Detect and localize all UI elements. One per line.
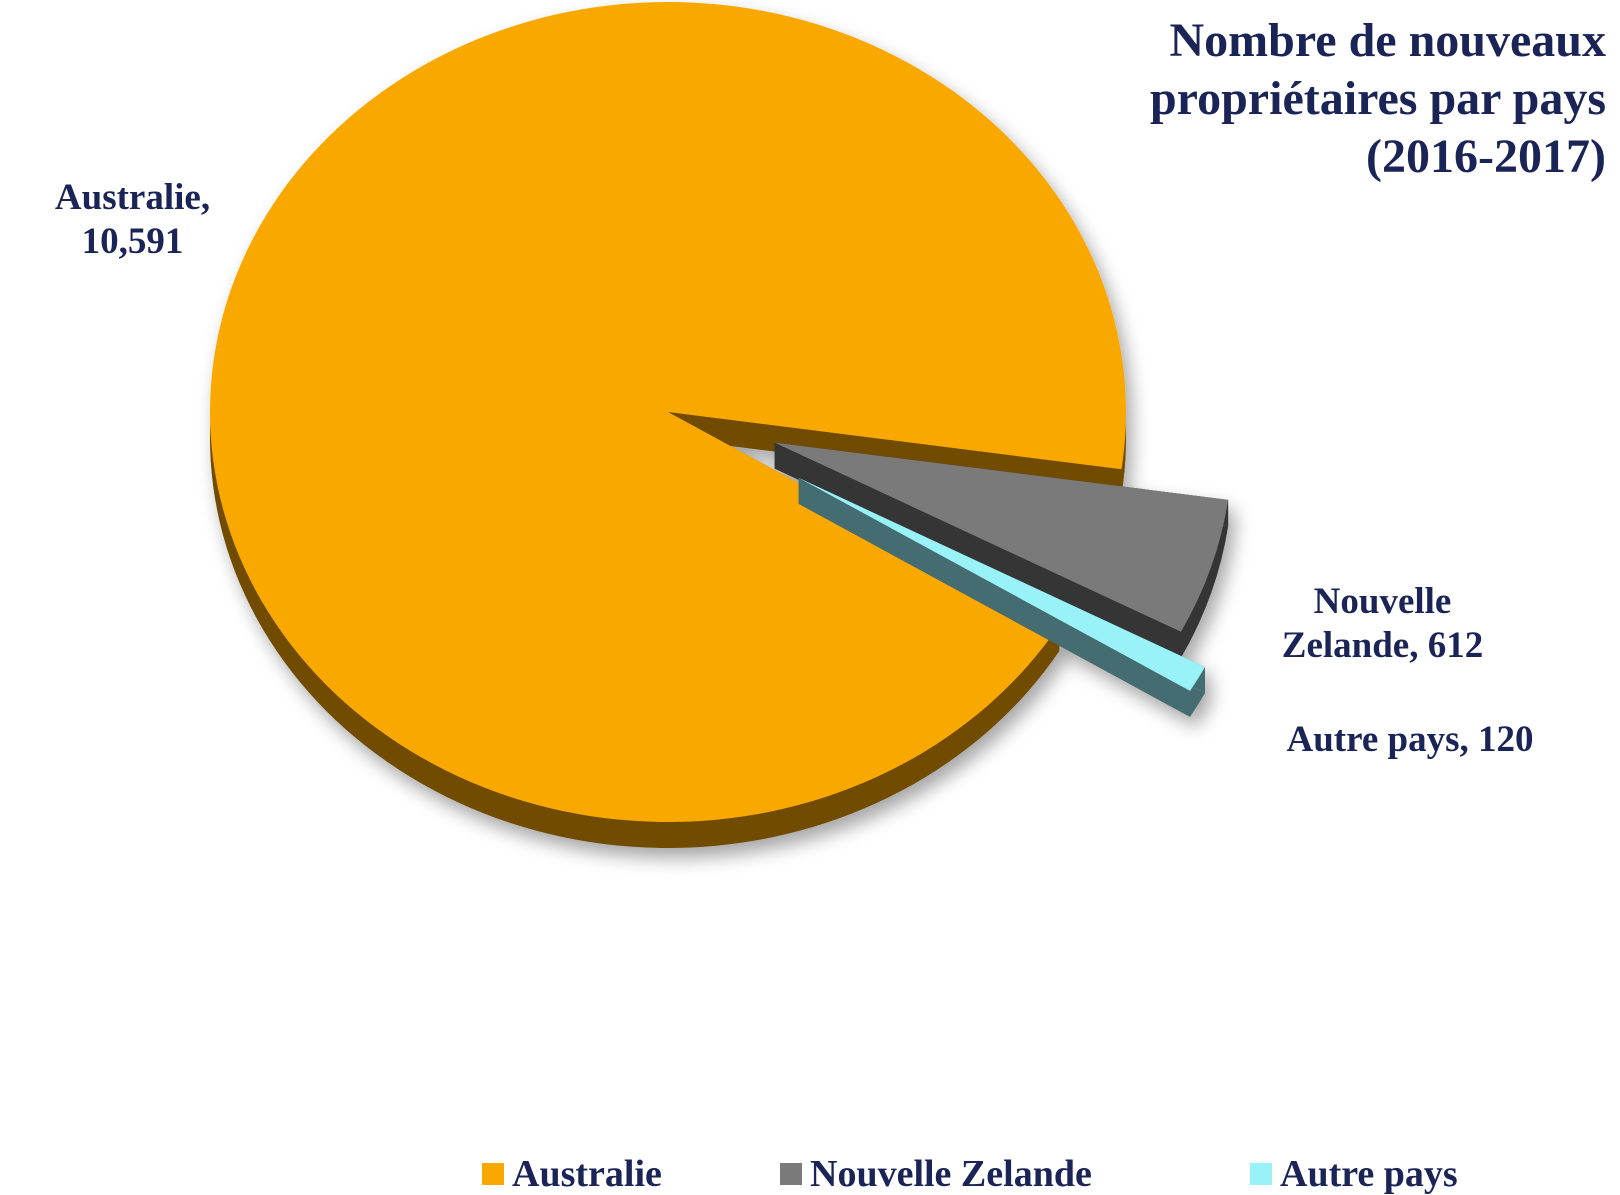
data-label-category: Autre pays	[1286, 719, 1460, 760]
slice-top	[210, 1, 1127, 822]
legend-label: Australie	[512, 1153, 662, 1195]
legend-item: Autre pays	[1250, 1152, 1458, 1195]
data-label-value: 10,591	[81, 221, 184, 262]
data-label-category: Australie	[54, 177, 201, 218]
data-label-value: 120	[1478, 719, 1534, 760]
data-label: Nouvelle Zelande, 612	[1245, 580, 1520, 668]
legend-swatch	[1250, 1163, 1272, 1185]
slice	[210, 1, 1127, 848]
data-label: Autre pays, 120	[1240, 718, 1580, 762]
slice-edge	[798, 477, 1191, 717]
data-label-separator: ,	[1459, 719, 1479, 760]
slice	[774, 442, 1229, 658]
data-label-separator: ,	[1409, 625, 1428, 666]
legend-label: Nouvelle Zelande	[810, 1153, 1092, 1195]
slice-edge	[774, 442, 1181, 658]
legend-swatch	[482, 1163, 504, 1185]
data-label-separator: ,	[200, 177, 220, 218]
slice	[798, 477, 1205, 717]
data-label: Australie, 10,591	[20, 176, 245, 264]
chart-title: Nombre de nouveaux propriétaires par pay…	[1149, 14, 1606, 183]
slice-top	[798, 477, 1205, 691]
legend-swatch	[780, 1163, 802, 1185]
legend-item: Australie	[482, 1152, 662, 1195]
pie	[210, 1, 1229, 848]
legend-label: Autre pays	[1280, 1153, 1458, 1195]
data-label-category: Nouvelle Zelande	[1281, 581, 1452, 666]
data-label-value: 612	[1427, 625, 1484, 666]
slice-top	[774, 442, 1229, 632]
legend-item: Nouvelle Zelande	[780, 1152, 1092, 1195]
